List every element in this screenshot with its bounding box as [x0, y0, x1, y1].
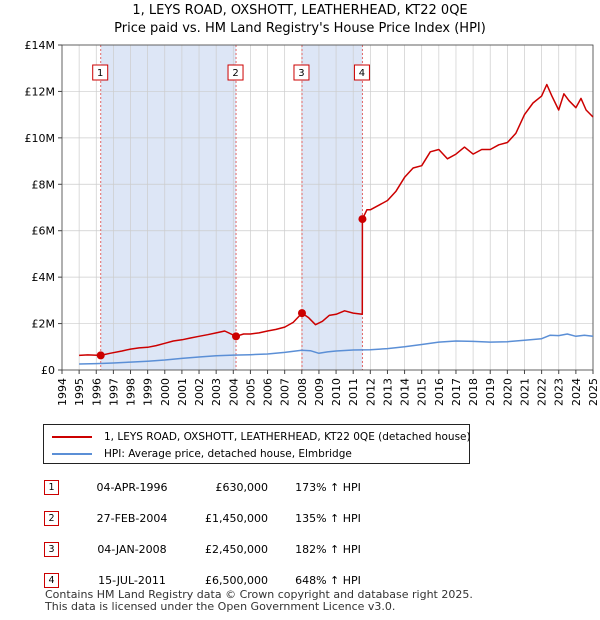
sale-point	[297, 309, 306, 318]
x-tick-label: 1995	[73, 378, 86, 406]
title-line-2: Price paid vs. HM Land Registry's House …	[114, 21, 486, 36]
x-tick-label: 2000	[159, 378, 172, 406]
x-tick-label: 1998	[125, 378, 138, 406]
y-tick-label: £0	[41, 364, 55, 377]
x-tick-label: 2001	[176, 378, 189, 406]
hpi-line	[79, 333, 594, 365]
x-tick-label: 2004	[227, 378, 240, 406]
sale-price: £2,450,000	[205, 543, 268, 556]
x-tick-label: 2005	[244, 378, 257, 406]
x-tick-label: 2008	[296, 378, 309, 406]
sale-number-badge: 2	[44, 511, 59, 526]
sale-label-box	[293, 64, 310, 81]
sale-label-number: 1	[97, 68, 103, 79]
shaded-period	[100, 45, 237, 370]
x-tick-label: 2014	[399, 378, 412, 406]
x-tick-label: 2006	[262, 378, 275, 406]
y-tick-label: £14M	[25, 39, 56, 52]
x-tick-label: 2002	[193, 378, 206, 406]
x-tick-label: 1997	[107, 378, 120, 406]
x-tick-label: 2023	[553, 378, 566, 406]
sale-number-badge: 4	[44, 573, 59, 588]
y-tick-label: £12M	[25, 85, 56, 98]
table-row: 4 15-JUL-2011 £6,500,000 648% ↑ HPI	[44, 565, 388, 596]
sale-price: £1,450,000	[205, 512, 268, 525]
legend-label-hpi: HPI: Average price, detached house, Elmb…	[104, 448, 352, 460]
x-tick-label: 2025	[587, 378, 600, 406]
legend-item-property: 1, LEYS ROAD, OXSHOTT, LEATHERHEAD, KT22…	[52, 429, 471, 445]
x-tick-label: 1999	[142, 378, 155, 406]
sale-hpi-change: 173% ↑ HPI	[295, 481, 361, 494]
sale-point	[232, 332, 241, 341]
x-tick-label: 2007	[279, 378, 292, 406]
plot-frame	[61, 44, 594, 371]
y-tick-label: £2M	[32, 318, 56, 331]
x-tick-label: 2017	[450, 378, 463, 406]
legend-item-hpi: HPI: Average price, detached house, Elmb…	[52, 446, 352, 462]
x-tick-label: 2013	[381, 378, 394, 406]
legend-label-property: 1, LEYS ROAD, OXSHOTT, LEATHERHEAD, KT22…	[104, 431, 471, 443]
price-chart: £0 £2M £4M £6M £8M £10M £12M £14M 1994 1995 1996 19…	[25, 39, 600, 406]
sale-hpi-change: 135% ↑ HPI	[295, 512, 361, 525]
x-tick-label: 2020	[501, 378, 514, 406]
x-tick-label: 2010	[330, 378, 343, 406]
footer-licence: This data is licensed under the Open Gov…	[45, 600, 396, 613]
x-tick-label: 1996	[90, 378, 103, 406]
sale-hpi-change: 182% ↑ HPI	[295, 543, 361, 556]
x-tick-label: 2019	[484, 378, 497, 406]
sale-label-box	[353, 64, 370, 81]
sale-label-box	[92, 64, 109, 81]
y-tick-label: £6M	[32, 225, 56, 238]
sale-price: £630,000	[215, 481, 269, 494]
table-row: 2 27-FEB-2004 £1,450,000 135% ↑ HPI	[44, 503, 388, 534]
sale-date: 15-JUL-2011	[98, 574, 166, 587]
x-tick-label: 2021	[518, 378, 531, 406]
sale-point	[96, 351, 105, 360]
sales-table: 1 04-APR-1996 £630,000 173% ↑ HPI 2 27-F…	[44, 472, 388, 596]
legend-swatch-hpi	[52, 453, 92, 455]
y-tick-label: £10M	[25, 132, 56, 145]
legend-swatch-property	[52, 436, 92, 438]
sale-price: £6,500,000	[205, 574, 268, 587]
footer-copyright: Contains HM Land Registry data © Crown c…	[45, 588, 473, 601]
table-row: 1 04-APR-1996 £630,000 173% ↑ HPI	[44, 472, 388, 503]
sale-label-number: 3	[298, 68, 304, 79]
sale-label-number: 2	[232, 68, 238, 79]
sale-point	[358, 215, 367, 224]
shaded-period	[301, 45, 363, 370]
sale-label-number: 4	[359, 68, 365, 79]
x-tick-label: 2009	[313, 378, 326, 406]
x-tick-label: 2022	[536, 378, 549, 406]
title-line-1: 1, LEYS ROAD, OXSHOTT, LEATHERHEAD, KT22…	[132, 3, 468, 18]
x-tick-label: 2024	[570, 378, 583, 406]
sale-number-badge: 3	[44, 542, 59, 557]
y-tick-label: £4M	[32, 271, 56, 284]
x-tick-label: 2003	[210, 378, 223, 406]
property-price-line	[79, 83, 594, 357]
x-tick-label: 2016	[433, 378, 446, 406]
x-tick-label: 1994	[56, 378, 69, 406]
sale-date: 04-APR-1996	[96, 481, 168, 494]
sale-date: 04-JAN-2008	[97, 543, 167, 556]
sale-hpi-change: 648% ↑ HPI	[295, 574, 361, 587]
footer: Contains HM Land Registry data © Crown c…	[45, 589, 473, 613]
x-tick-label: 2018	[467, 378, 480, 406]
sale-number-badge: 1	[44, 480, 59, 495]
x-tick-label: 2012	[364, 378, 377, 406]
sale-date: 27-FEB-2004	[96, 512, 168, 525]
chart-title: 1, LEYS ROAD, OXSHOTT, LEATHERHEAD, KT22…	[0, 2, 600, 38]
legend: 1, LEYS ROAD, OXSHOTT, LEATHERHEAD, KT22…	[43, 424, 471, 464]
table-row: 3 04-JAN-2008 £2,450,000 182% ↑ HPI	[44, 534, 388, 565]
y-tick-label: £8M	[32, 178, 56, 191]
x-tick-label: 2015	[416, 378, 429, 406]
x-tick-label: 2011	[347, 378, 360, 406]
sale-label-box	[227, 64, 244, 81]
